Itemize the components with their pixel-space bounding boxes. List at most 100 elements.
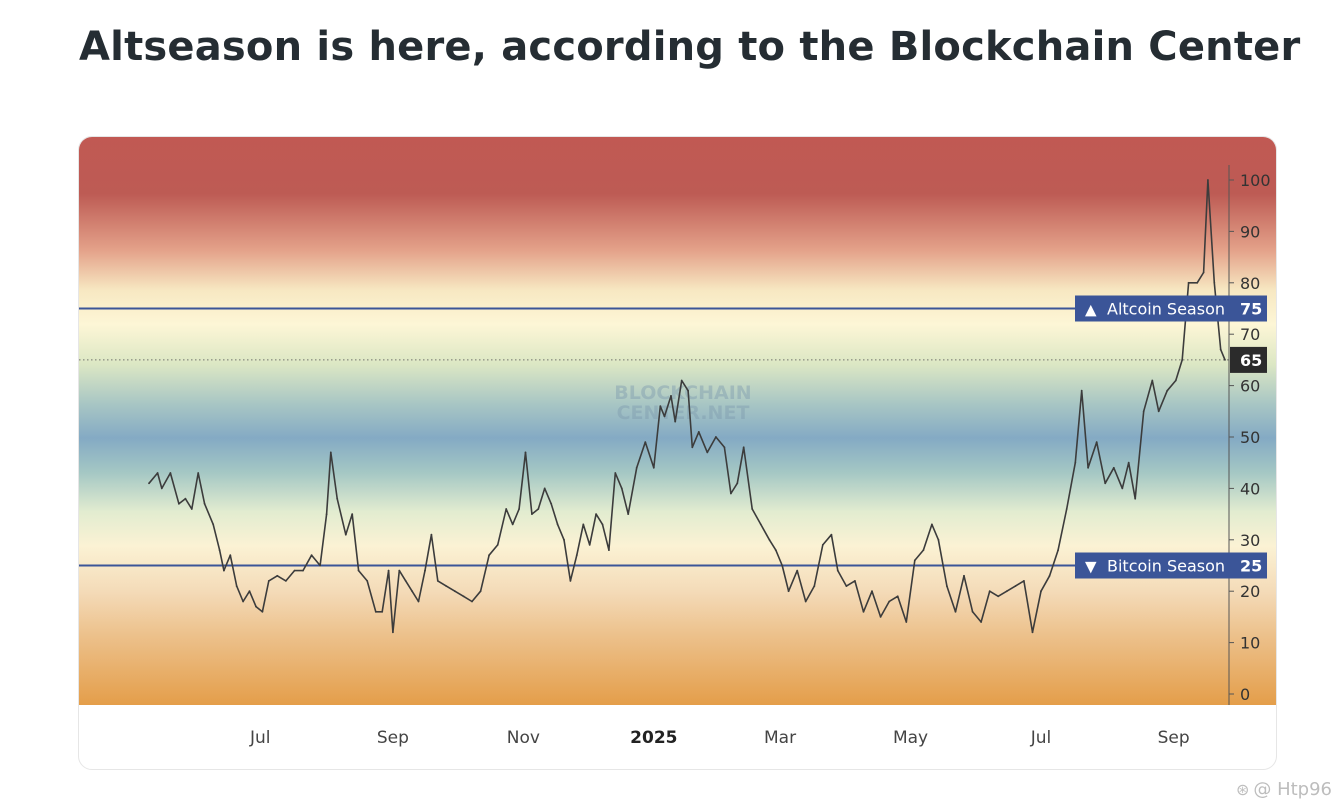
series-point xyxy=(937,538,940,541)
series-point xyxy=(344,533,347,536)
series-point xyxy=(759,523,762,526)
current-value-label: 65 xyxy=(1240,351,1262,370)
series-point xyxy=(496,544,499,546)
series-point xyxy=(392,631,394,634)
series-point xyxy=(582,523,585,526)
series-point xyxy=(218,549,221,551)
series-point xyxy=(411,590,413,593)
series-point xyxy=(248,590,251,593)
series-point xyxy=(462,595,465,598)
series-point xyxy=(954,610,957,613)
series-point xyxy=(1127,461,1130,464)
bitcoin-season-marker: ▼ xyxy=(1085,558,1097,576)
y-tick-label: 80 xyxy=(1240,274,1260,293)
series-point xyxy=(190,508,193,510)
series-point xyxy=(267,580,270,582)
series-point xyxy=(1151,379,1154,382)
series-point xyxy=(302,569,304,572)
series-point xyxy=(1157,410,1160,413)
series-point xyxy=(537,508,540,510)
series-point xyxy=(627,513,630,515)
series-point xyxy=(569,580,572,582)
series-point xyxy=(531,513,533,515)
series-point xyxy=(1065,508,1068,510)
series-point xyxy=(454,590,456,593)
series-point xyxy=(980,621,982,623)
chart-card: BLOCKCHAIN CENTER.NET 0 10 20 30 40 50 60 70 80 9… xyxy=(78,136,1277,770)
sentiment-band-background xyxy=(79,137,1276,705)
x-tick-label: Mar xyxy=(764,728,796,748)
series-point xyxy=(787,590,790,593)
bitcoin-season-value: 25 xyxy=(1240,557,1262,576)
series-point xyxy=(742,446,745,449)
series-point xyxy=(614,472,617,474)
series-point xyxy=(169,472,172,474)
weibo-icon: ⊛ xyxy=(1235,780,1250,799)
series-point xyxy=(715,436,717,438)
series-point xyxy=(1166,389,1169,392)
series-point xyxy=(160,487,163,490)
series-point xyxy=(505,508,508,510)
y-tick-label: 100 xyxy=(1240,171,1271,190)
series-point xyxy=(543,487,546,490)
series-point xyxy=(203,502,206,505)
series-point xyxy=(1014,585,1017,587)
series-point xyxy=(212,523,215,526)
series-point xyxy=(1187,281,1190,284)
series-point xyxy=(1087,466,1089,469)
altseason-index-series-line xyxy=(148,179,1226,634)
series-point xyxy=(575,554,578,557)
series-point xyxy=(659,405,662,408)
series-point xyxy=(436,580,439,582)
series-point xyxy=(813,585,816,587)
altcoin-season-label: Altcoin Season xyxy=(1107,300,1225,319)
y-tick-label: 40 xyxy=(1240,479,1260,498)
series-point xyxy=(261,610,264,613)
series-point xyxy=(674,420,677,423)
series-point xyxy=(430,533,433,536)
series-point xyxy=(836,569,839,572)
series-point xyxy=(821,544,824,546)
series-point xyxy=(781,564,784,567)
series-point xyxy=(1224,359,1226,361)
chart-watermark-line-1: BLOCKCHAIN xyxy=(614,382,751,404)
series-point xyxy=(276,574,279,577)
series-point xyxy=(730,492,732,495)
series-point xyxy=(1040,590,1042,593)
series-point xyxy=(381,610,384,613)
series-point xyxy=(518,508,520,510)
current-value-badge xyxy=(1230,346,1267,373)
series-point xyxy=(687,389,689,392)
series-point xyxy=(445,585,448,587)
series-point xyxy=(896,595,899,598)
series-point xyxy=(946,585,948,587)
series-point xyxy=(1196,281,1199,284)
series-point xyxy=(1181,359,1184,361)
series-point xyxy=(652,466,655,469)
series-point xyxy=(366,580,369,582)
series-point xyxy=(1207,179,1209,181)
series-point xyxy=(862,610,865,613)
series-point xyxy=(1057,549,1059,551)
x-tick-label: Sep xyxy=(377,728,409,748)
series-point xyxy=(680,379,683,382)
series-point xyxy=(424,569,426,572)
weibo-watermark: ⊛ @ Htp96 xyxy=(1236,779,1332,800)
series-point xyxy=(563,538,565,541)
series-point xyxy=(620,487,623,490)
series-point xyxy=(398,569,401,572)
series-point xyxy=(351,513,354,515)
series-point xyxy=(488,554,490,557)
series-point xyxy=(663,415,666,418)
series-point xyxy=(804,600,807,603)
series-point xyxy=(1134,497,1137,500)
series-point xyxy=(644,441,647,443)
series-point xyxy=(255,605,257,608)
series-point xyxy=(1121,487,1124,490)
series-point xyxy=(913,559,916,562)
series-point xyxy=(963,574,965,577)
x-tick-label: 2025 xyxy=(630,728,677,748)
series-point xyxy=(556,523,559,526)
series-point xyxy=(184,497,187,500)
series-point xyxy=(1048,574,1051,577)
